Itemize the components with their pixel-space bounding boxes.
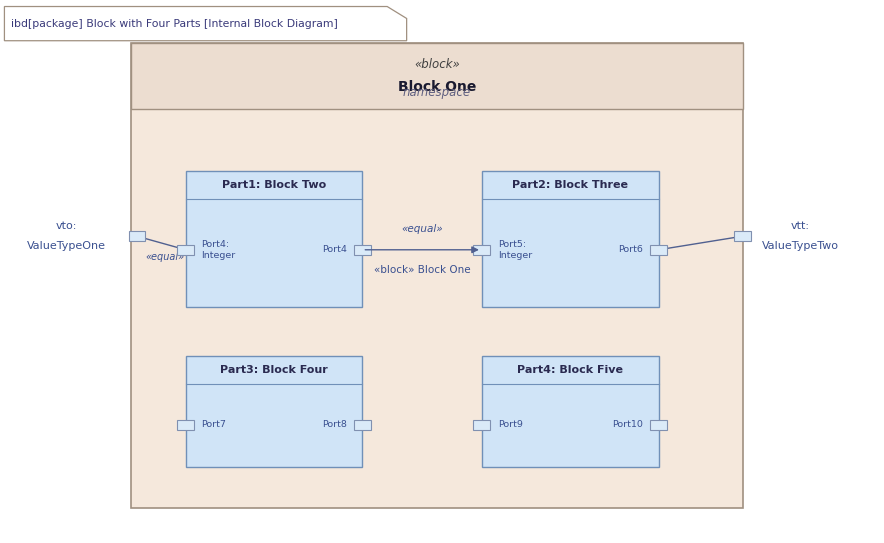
Text: Port9: Port9	[498, 420, 522, 429]
Bar	[186, 356, 362, 467]
Bar	[354, 244, 371, 255]
Bar	[177, 244, 194, 255]
Text: «block» Block One: «block» Block One	[374, 266, 470, 275]
Bar	[129, 231, 145, 241]
Text: ibd[package] Block with Four Parts [Internal Block Diagram]: ibd[package] Block with Four Parts [Inte…	[11, 18, 339, 29]
Text: Part4: Block Five: Part4: Block Five	[517, 365, 623, 375]
Bar	[354, 420, 371, 430]
Bar	[186, 171, 362, 307]
Bar	[177, 420, 194, 430]
Text: «equal»: «equal»	[401, 224, 443, 234]
Text: ValueTypeTwo: ValueTypeTwo	[761, 241, 839, 251]
Text: «equal»: «equal»	[146, 252, 185, 262]
Text: Part3: Block Four: Part3: Block Four	[220, 365, 328, 375]
Text: vtt:: vtt:	[790, 222, 810, 231]
Bar	[131, 43, 743, 508]
Text: «block»: «block»	[414, 58, 460, 71]
Text: ValueTypeOne: ValueTypeOne	[27, 241, 106, 251]
Text: Port6: Port6	[618, 245, 643, 254]
Bar	[474, 244, 491, 255]
Bar	[735, 231, 751, 241]
Bar	[651, 244, 667, 255]
Text: Port7: Port7	[202, 420, 226, 429]
Bar	[131, 43, 743, 109]
Text: Port10: Port10	[612, 420, 643, 429]
Bar	[474, 420, 491, 430]
Polygon shape	[4, 7, 407, 41]
Text: vto:: vto:	[56, 222, 77, 231]
Text: Port8: Port8	[322, 420, 347, 429]
Bar	[482, 171, 659, 307]
Bar	[482, 356, 659, 467]
Text: Block One: Block One	[398, 80, 476, 94]
Text: namespace: namespace	[402, 86, 471, 99]
Text: Port4: Port4	[322, 245, 347, 254]
Text: Port5:
Integer: Port5: Integer	[498, 239, 532, 260]
Text: Part1: Block Two: Part1: Block Two	[222, 180, 326, 190]
Text: Part2: Block Three: Part2: Block Three	[512, 180, 629, 190]
Text: Port4:
Integer: Port4: Integer	[202, 239, 236, 260]
Bar	[651, 420, 667, 430]
